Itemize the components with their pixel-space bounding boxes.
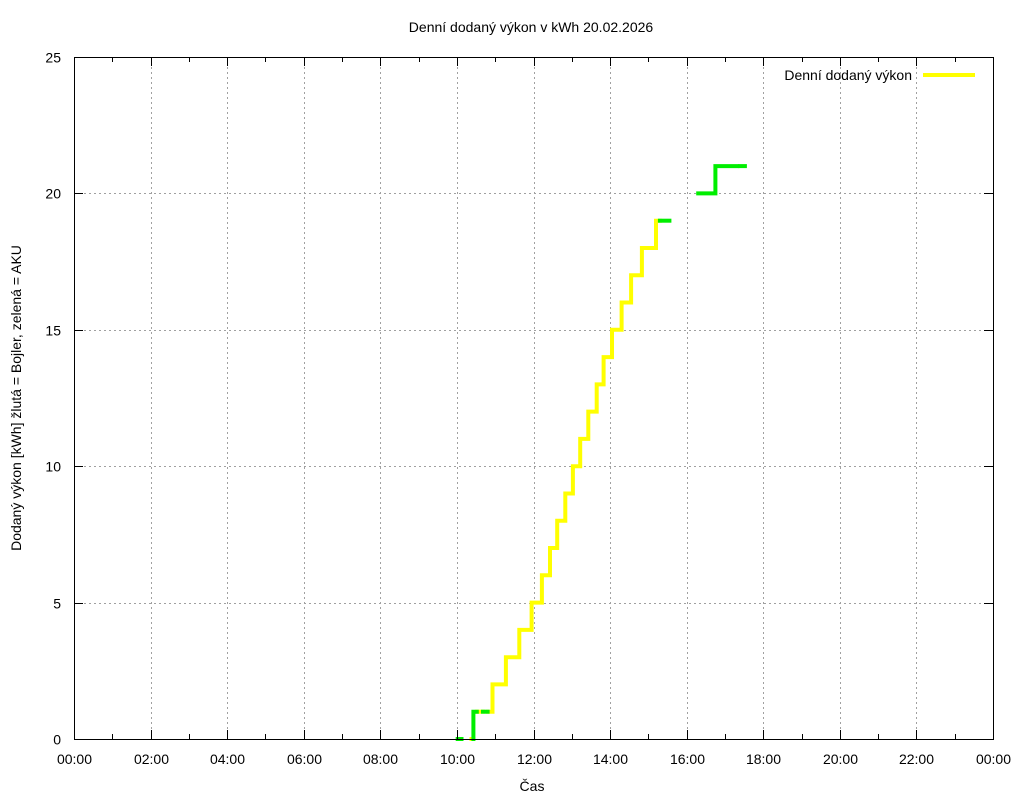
y-tick-label: 10 bbox=[45, 459, 61, 475]
x-tick-label: 08:00 bbox=[363, 751, 398, 767]
grid-lines bbox=[74, 57, 993, 739]
legend-label: Denní dodaný výkon bbox=[784, 67, 912, 83]
y-tick-label: 25 bbox=[45, 50, 61, 66]
series-line bbox=[485, 218, 662, 714]
y-tick-label: 15 bbox=[45, 323, 61, 339]
x-tick-label: 20:00 bbox=[823, 751, 858, 767]
x-tick-label: 22:00 bbox=[899, 751, 934, 767]
series-line bbox=[471, 709, 479, 741]
y-axis-label: Dodaný výkon [kWh] žlutá = Bojler, zelen… bbox=[8, 245, 24, 551]
x-tick-label: 00:00 bbox=[57, 751, 92, 767]
data-series bbox=[455, 164, 747, 741]
x-tick-label: 10:00 bbox=[440, 751, 475, 767]
legend: Denní dodaný výkon bbox=[784, 67, 975, 83]
x-tick-label: 16:00 bbox=[670, 751, 705, 767]
x-tick-label: 00:00 bbox=[976, 751, 1011, 767]
x-tick-label: 06:00 bbox=[287, 751, 322, 767]
x-tick-label: 14:00 bbox=[593, 751, 628, 767]
y-tick-label: 0 bbox=[53, 732, 61, 748]
x-axis-label: Čas bbox=[520, 778, 545, 794]
x-tick-label: 12:00 bbox=[517, 751, 552, 767]
x-tick-label: 18:00 bbox=[746, 751, 781, 767]
y-tick-label: 20 bbox=[45, 186, 61, 202]
x-tick-label: 02:00 bbox=[134, 751, 169, 767]
y-tick-label: 5 bbox=[53, 596, 61, 612]
chart-title: Denní dodaný výkon v kWh 20.02.2026 bbox=[408, 19, 654, 35]
axis-ticks: 00:00 02:00 04:00 06:00 08:00 10:00 12:00 14:00… bbox=[45, 50, 1011, 768]
series-line bbox=[696, 164, 740, 196]
x-tick-label: 04:00 bbox=[210, 751, 245, 767]
